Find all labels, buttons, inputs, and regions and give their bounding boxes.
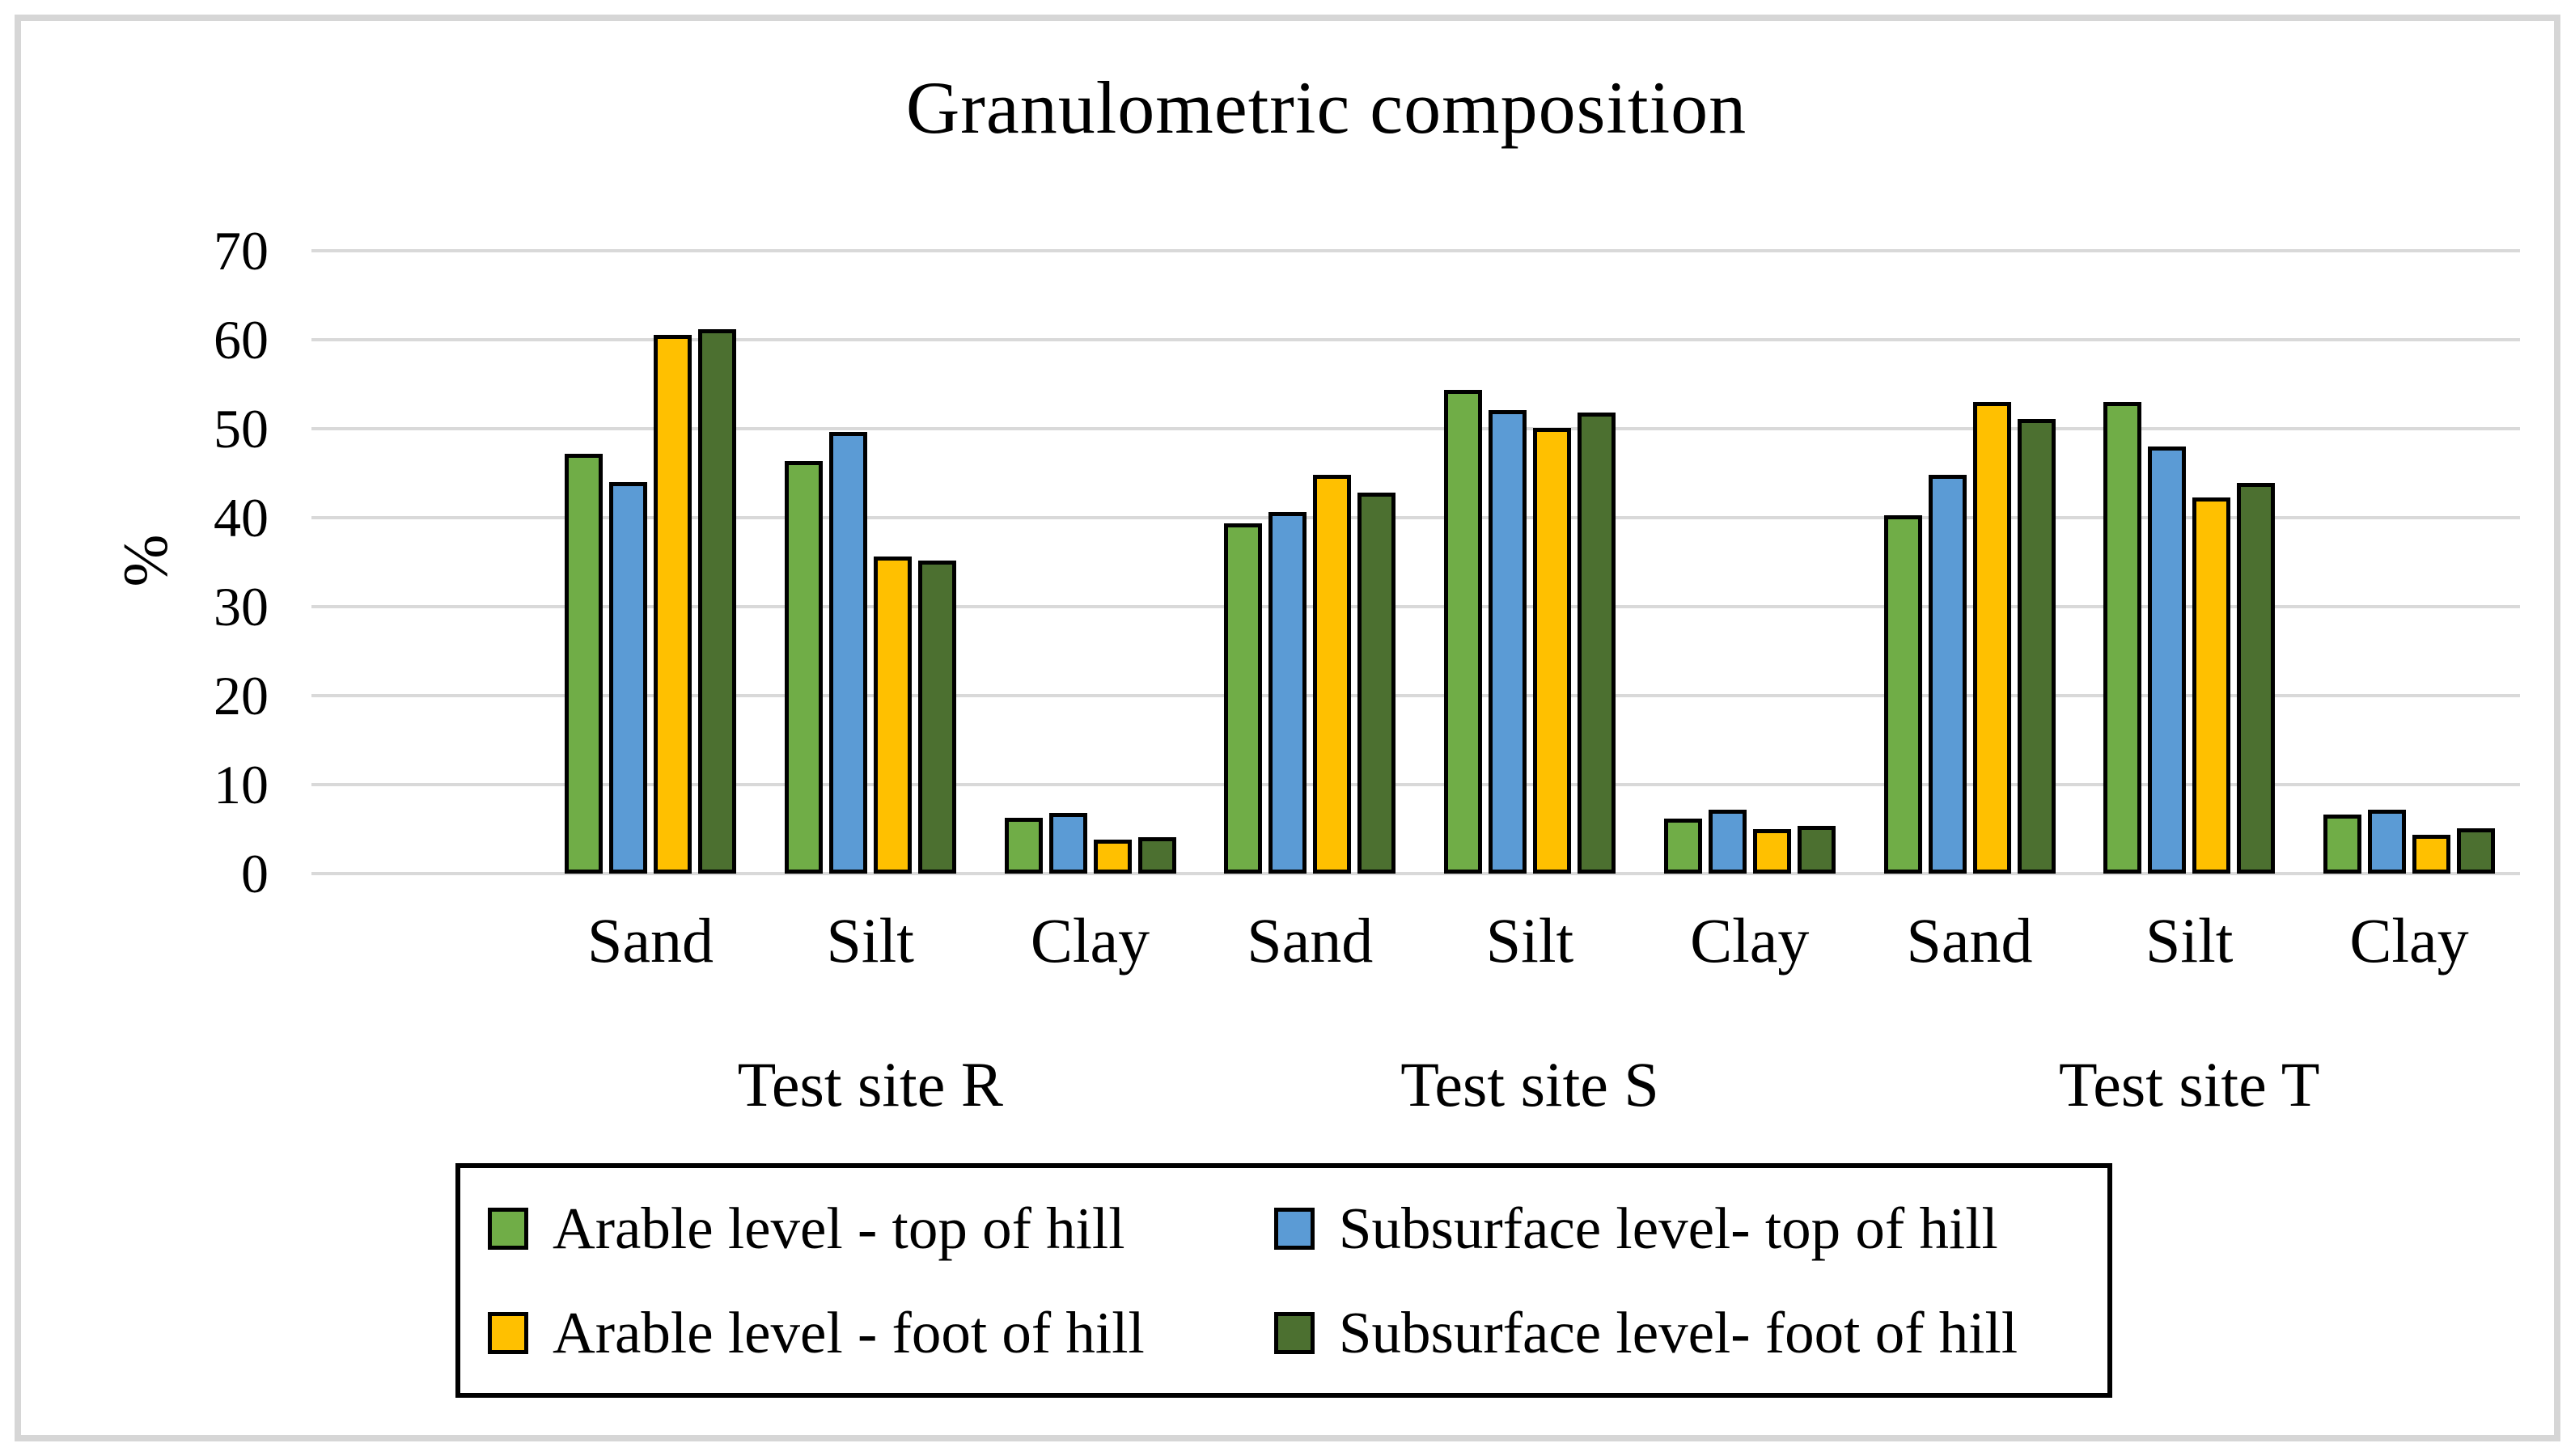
legend-swatch-icon — [1273, 1311, 1315, 1354]
y-tick-label: 10 — [214, 754, 269, 815]
y-tick-label: 0 — [241, 843, 269, 904]
y-tick-label: 20 — [214, 665, 269, 726]
category-label: Clay — [1030, 905, 1150, 976]
bar-group — [1883, 402, 2056, 874]
y-tick-label: 40 — [214, 487, 269, 548]
bar — [784, 461, 823, 874]
bar-group — [1004, 813, 1176, 874]
bar — [1752, 829, 1791, 874]
bar — [2017, 419, 2056, 874]
category-label: Silt — [1485, 905, 1574, 976]
bar — [1928, 475, 1967, 874]
bar — [1972, 402, 2011, 874]
legend-swatch-icon — [1273, 1207, 1315, 1250]
category-label: Clay — [1690, 905, 1810, 976]
bar — [917, 561, 956, 874]
bar — [1048, 813, 1087, 874]
legend-label: Arable level - foot of hill — [553, 1299, 1145, 1365]
category-label: Silt — [826, 905, 914, 976]
category-label: Silt — [2145, 905, 2234, 976]
bar — [2237, 483, 2276, 874]
bar — [609, 482, 647, 874]
bar-group — [1444, 390, 1616, 874]
bar — [1357, 493, 1396, 874]
y-tick-label: 50 — [214, 398, 269, 459]
bar-group — [2323, 810, 2495, 874]
legend-label: Arable level - top of hill — [553, 1195, 1125, 1261]
legend-swatch-icon — [488, 1207, 528, 1250]
gridline — [311, 427, 2520, 430]
bar — [1708, 810, 1747, 874]
bar-group — [1663, 810, 1836, 874]
bar — [828, 432, 867, 874]
bar — [1313, 475, 1352, 874]
bar-group — [1224, 475, 1396, 874]
bar — [1004, 818, 1043, 874]
bar — [1489, 410, 1527, 874]
bar — [873, 557, 912, 874]
gridline — [311, 516, 2520, 519]
gridline — [311, 605, 2520, 608]
bar — [2323, 815, 2361, 874]
bar — [565, 454, 603, 874]
bar — [1137, 837, 1176, 874]
legend-box: Arable level - top of hill Subsurface lev… — [455, 1163, 2112, 1398]
legend-label: Subsurface level- foot of hill — [1338, 1299, 2018, 1365]
bar — [1224, 523, 1263, 874]
y-tick-label: 70 — [214, 220, 269, 281]
bar-group — [565, 329, 736, 874]
bar — [2368, 810, 2406, 874]
gridline — [311, 694, 2520, 697]
bar — [1444, 390, 1482, 874]
site-label: Test site R — [737, 1049, 1003, 1120]
legend-item: Arable level - foot of hill — [488, 1299, 1274, 1367]
bar-group — [784, 432, 956, 874]
bar — [1883, 515, 1922, 874]
bar — [1093, 840, 1132, 874]
legend-item: Arable level - top of hill — [488, 1195, 1274, 1263]
legend-swatch-icon — [488, 1311, 528, 1354]
bar — [654, 335, 692, 874]
bar — [1578, 413, 1616, 874]
site-label: Test site T — [2059, 1049, 2320, 1120]
bar — [1268, 512, 1307, 874]
category-label: Sand — [587, 905, 714, 976]
category-label: Sand — [1906, 905, 2033, 976]
y-tick-label: 60 — [214, 309, 269, 370]
bar — [2457, 828, 2495, 874]
bar-group — [2103, 402, 2276, 874]
gridline — [311, 338, 2520, 341]
y-tick-label: 30 — [214, 576, 269, 637]
legend-item: Subsurface level- top of hill — [1273, 1195, 2107, 1263]
category-label: Sand — [1247, 905, 1374, 976]
bar — [2412, 835, 2450, 874]
category-label: Clay — [2349, 905, 2469, 976]
bar — [2192, 497, 2231, 874]
legend-label: Subsurface level- top of hill — [1338, 1195, 1998, 1261]
bar — [1663, 819, 1702, 874]
bar — [1797, 826, 1836, 874]
gridline — [311, 249, 2520, 252]
gridline — [311, 783, 2520, 786]
site-label: Test site S — [1400, 1049, 1659, 1120]
legend-item: Subsurface level- foot of hill — [1273, 1299, 2107, 1367]
gridline — [311, 872, 2520, 875]
bar — [2103, 402, 2142, 874]
bar — [1533, 428, 1571, 874]
chart-title: Granulometric composition — [905, 66, 1747, 149]
bar — [2148, 447, 2187, 874]
plot-area — [311, 249, 2520, 875]
bar — [698, 329, 736, 874]
